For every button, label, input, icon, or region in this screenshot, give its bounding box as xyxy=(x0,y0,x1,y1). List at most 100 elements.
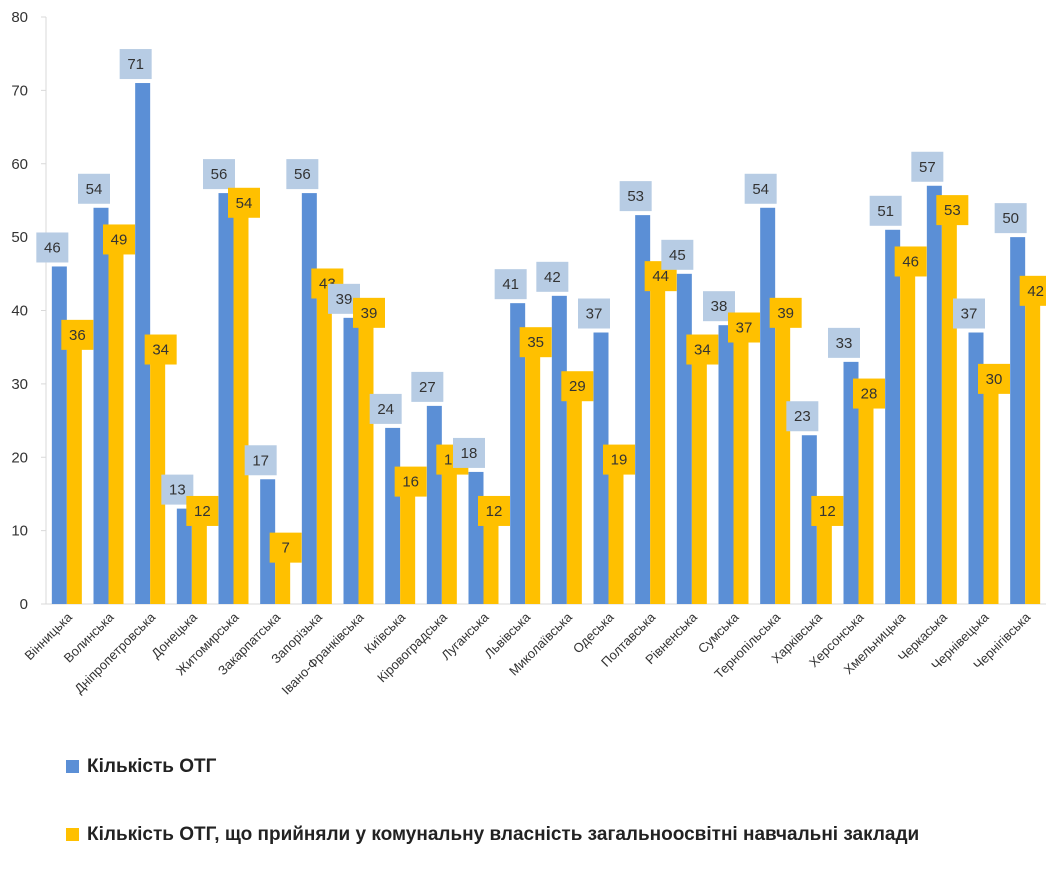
data-label-series-2: 39 xyxy=(769,297,802,328)
y-tick-label: 40 xyxy=(11,303,28,320)
data-label-box xyxy=(936,195,969,226)
data-label-series-2: 7 xyxy=(269,532,302,563)
data-label-box xyxy=(661,239,694,270)
y-tick-label: 60 xyxy=(11,156,28,173)
y-tick-label: 20 xyxy=(11,449,28,466)
bar-series-1 xyxy=(718,325,734,604)
data-label-series-1: 39 xyxy=(328,283,360,314)
data-label-series-2: 34 xyxy=(144,334,177,365)
data-label-text: 56 xyxy=(211,166,228,183)
data-label-series-1: 27 xyxy=(411,371,444,402)
legend-label-series-1: Кількість ОТГ xyxy=(87,756,217,777)
data-label-series-1: 53 xyxy=(619,181,652,212)
data-label-box xyxy=(744,173,777,204)
data-label-text: 34 xyxy=(152,342,169,359)
data-label-box xyxy=(811,495,844,526)
data-label-series-2: 37 xyxy=(728,312,760,343)
data-label-series-1: 24 xyxy=(369,393,402,424)
data-label-series-1: 37 xyxy=(578,298,610,329)
data-label-series-1: 42 xyxy=(536,261,569,292)
data-label-box xyxy=(228,187,260,218)
legend-item-series-2: Кількість ОТГ, що прийняли у комунальну … xyxy=(66,823,1026,847)
x-tick-labels: ВінницькаВолинськаДніпропетровськаДонець… xyxy=(21,609,1033,698)
data-label-text: 37 xyxy=(961,306,978,323)
bar-series-2 xyxy=(275,552,291,604)
data-label-box xyxy=(186,495,219,526)
data-label-text: 42 xyxy=(544,269,561,286)
data-label-box xyxy=(519,327,552,358)
bar-series-2 xyxy=(566,391,582,604)
data-label-box xyxy=(686,334,719,365)
data-label-box xyxy=(869,195,902,226)
legend-swatch-series-2 xyxy=(66,828,79,841)
data-label-box xyxy=(119,49,152,80)
data-label-box xyxy=(769,297,802,328)
y-tick-label: 10 xyxy=(11,523,28,540)
data-label-box xyxy=(78,173,110,204)
data-label-text: 27 xyxy=(419,379,436,396)
data-label-series-1: 18 xyxy=(453,437,485,468)
data-label-series-1: 50 xyxy=(994,203,1027,234)
data-label-series-1: 56 xyxy=(286,159,319,190)
data-label-series-2: 54 xyxy=(228,187,260,218)
data-label-box xyxy=(786,401,819,432)
data-label-series-1: 38 xyxy=(703,291,735,322)
data-label-text: 46 xyxy=(44,239,61,256)
bars xyxy=(51,83,1041,605)
data-label-text: 39 xyxy=(361,305,378,322)
bar-series-1 xyxy=(885,229,901,604)
data-label-series-2: 12 xyxy=(186,495,219,526)
data-label-box xyxy=(853,378,885,409)
data-label-text: 46 xyxy=(902,253,919,270)
x-tick-label: Дніпропетровська xyxy=(71,609,158,696)
data-label-text: 17 xyxy=(252,452,269,469)
data-label-text: 12 xyxy=(194,503,211,520)
bar-series-2 xyxy=(733,332,749,604)
data-label-text: 50 xyxy=(1002,210,1019,227)
data-label-box xyxy=(953,298,985,329)
data-label-text: 23 xyxy=(794,408,811,425)
bar-series-1 xyxy=(551,295,567,604)
data-label-series-1: 46 xyxy=(36,232,69,263)
bar-series-2 xyxy=(983,383,999,604)
y-tick-label: 50 xyxy=(11,229,28,246)
data-label-text: 19 xyxy=(611,452,628,469)
data-label-series-2: 36 xyxy=(61,319,94,350)
bar-series-1 xyxy=(593,332,609,604)
data-label-text: 39 xyxy=(777,305,794,322)
data-label-text: 12 xyxy=(486,503,503,520)
bar-series-2 xyxy=(941,215,957,605)
data-label-box xyxy=(494,269,527,300)
bar-series-2 xyxy=(816,515,832,604)
data-label-text: 36 xyxy=(69,327,86,344)
data-label-text: 13 xyxy=(169,482,186,499)
data-label-box xyxy=(203,159,235,190)
x-tick-label: Івано-Франківська xyxy=(278,609,367,698)
data-label-text: 7 xyxy=(281,540,289,557)
data-label-series-2: 46 xyxy=(894,246,927,277)
data-label-text: 71 xyxy=(127,56,144,73)
data-label-box xyxy=(994,203,1027,234)
data-label-box xyxy=(369,393,402,424)
data-label-text: 53 xyxy=(944,202,961,219)
data-label-text: 51 xyxy=(877,203,894,220)
bar-series-1 xyxy=(843,361,859,604)
data-label-box xyxy=(728,312,760,343)
data-label-series-1: 41 xyxy=(494,269,527,300)
data-label-text: 39 xyxy=(336,291,353,308)
data-label-text: 30 xyxy=(986,371,1003,388)
data-label-box xyxy=(978,363,1010,394)
data-label-text: 34 xyxy=(694,342,711,359)
data-label-text: 38 xyxy=(711,298,728,315)
data-label-box xyxy=(536,261,569,292)
data-label-text: 24 xyxy=(377,401,394,418)
data-label-series-2: 34 xyxy=(686,334,719,365)
data-label-box xyxy=(478,495,510,526)
data-label-box xyxy=(894,246,927,277)
bar-series-1 xyxy=(926,185,942,604)
data-label-series-2: 49 xyxy=(103,224,135,255)
data-label-series-2: 12 xyxy=(811,495,844,526)
bar-series-1 xyxy=(135,83,151,605)
data-label-text: 56 xyxy=(294,166,311,183)
bar-series-2 xyxy=(441,464,457,604)
